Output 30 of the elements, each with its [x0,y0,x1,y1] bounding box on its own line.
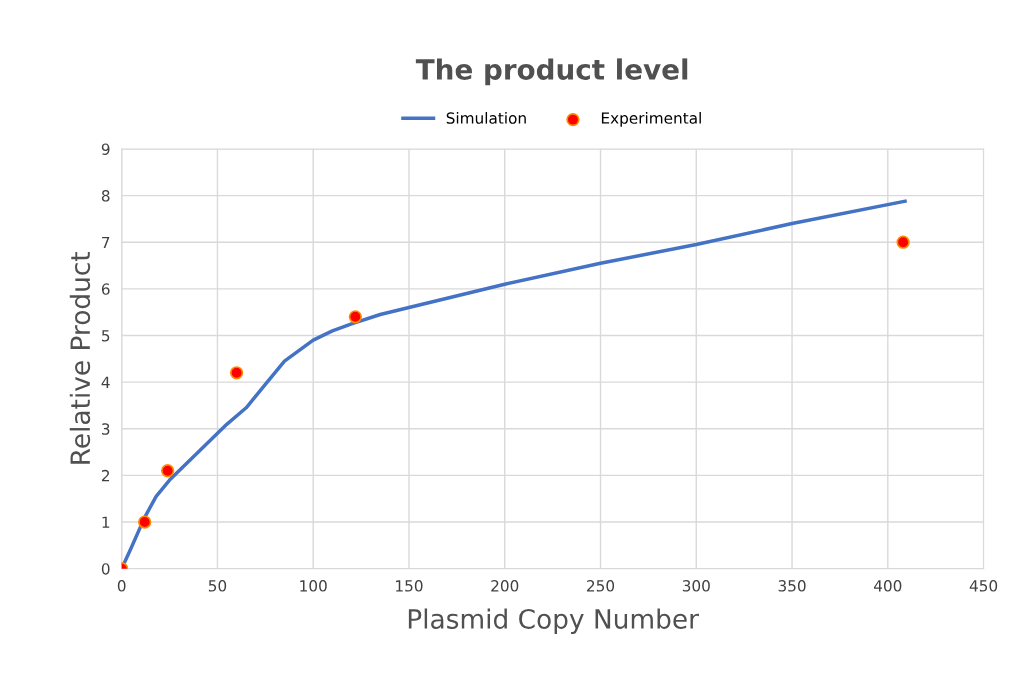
y-tick-label: 6 [101,283,110,295]
y-tick-label: 7 [102,236,110,249]
y-tick-label: 4 [101,376,110,388]
point [896,235,910,249]
x-tick-label: 300 [682,580,710,592]
legend-label: Simulation [446,112,526,124]
point [138,515,152,529]
x-tick-label: 350 [778,580,806,592]
point [348,310,362,324]
chart-title: The product level [415,58,688,86]
x-tick-label: 450 [969,580,998,592]
x-tick-label: 250 [587,580,615,592]
point [161,464,175,478]
x-tick-label: 400 [873,580,902,592]
y-tick-label: 3 [102,423,110,435]
y-axis-title: Relative Product [69,251,91,464]
y-tick-label: 5 [102,330,110,342]
x-tick-label: 50 [208,580,227,592]
y-tick-label: 2 [101,469,110,482]
x-tick-label: 200 [491,580,519,592]
x-tick-label: 100 [300,580,327,592]
x-tick-label: 150 [396,580,423,592]
y-tick-label: 9 [101,143,110,155]
legend-label: Experimental [601,112,701,127]
y-tick-label: 0 [101,563,110,575]
x-tick-label: 0 [117,580,126,592]
x-axis-title: Plasmid Copy Number [408,608,699,635]
y-tick-label: 8 [101,190,110,202]
point [229,366,244,380]
y-tick-label: 1 [102,516,110,528]
